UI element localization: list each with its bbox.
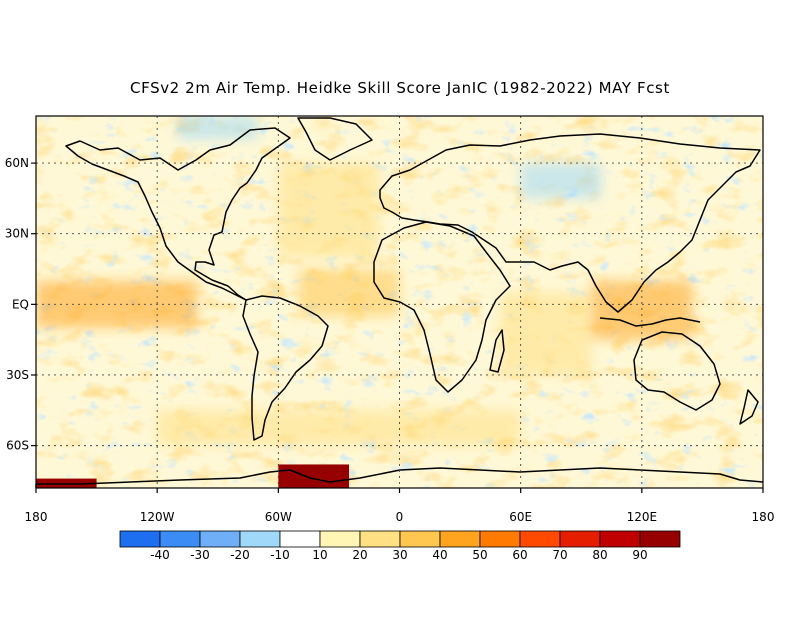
coast-south-america	[242, 295, 329, 441]
colorbar: -40 -30 -20 -10 10 20 30 40 50 60 70 80 90	[119, 530, 681, 562]
colorbar-label: 80	[592, 548, 607, 562]
lat-tick-label: 60S	[6, 439, 29, 453]
coast-greenland	[297, 117, 373, 161]
colorbar-swatch	[599, 530, 641, 548]
coastlines	[35, 117, 764, 488]
lat-tick-label: 30S	[6, 368, 29, 382]
colorbar-label: 90	[632, 548, 647, 562]
skill-region-maritime-continent	[591, 280, 693, 340]
colorbar-label: 10	[312, 548, 327, 562]
coast-antarctica	[35, 467, 764, 488]
lat-tick-label: 60N	[5, 156, 29, 170]
colorbar-label: 40	[432, 548, 447, 562]
skill-region-central-pacific-equator	[36, 280, 198, 328]
colorbar-swatch	[199, 530, 241, 548]
colorbar-swatch	[639, 530, 681, 548]
colorbar-swatch	[359, 530, 401, 548]
colorbar-label: 50	[472, 548, 487, 562]
colorbar-swatch	[439, 530, 481, 548]
gridlines	[36, 116, 763, 488]
colorbar-swatch	[399, 530, 441, 548]
skill-region-north-atlantic	[278, 163, 380, 258]
lat-tick-label: EQ	[12, 297, 29, 311]
colorbar-swatch	[559, 530, 601, 548]
map-panel: 60N 30N EQ 30S 60S 180 120W 60W 0 60E 120E 180	[5, 115, 775, 524]
skill-region-antarctic-peninsula-weddell	[278, 464, 350, 488]
latitude-labels: 60N 30N EQ 30S 60S	[5, 156, 36, 453]
longitude-labels: 180 120W 60W 0 60E 120E 180	[25, 488, 775, 524]
colorbar-label: 60	[512, 548, 527, 562]
lon-tick-label: 180	[752, 510, 775, 524]
coast-australia	[633, 331, 721, 411]
colorbar-swatch	[519, 530, 561, 548]
colorbar-swatch	[319, 530, 361, 548]
skill-region-tropical-atlantic	[298, 269, 400, 317]
colorbar-label: -20	[230, 548, 250, 562]
lon-tick-label: 120W	[140, 510, 175, 524]
colorbar-swatch	[119, 530, 161, 548]
colorbar-swatch	[479, 530, 521, 548]
coast-north-america	[65, 127, 291, 301]
lon-tick-label: 120E	[627, 510, 658, 524]
skill-region-southern-ocean	[157, 410, 521, 446]
colorbar-swatch	[159, 530, 201, 548]
lon-tick-label: 60W	[265, 510, 292, 524]
skill-region-indian-ocean	[500, 292, 592, 375]
colorbar-label: 30	[392, 548, 407, 562]
colorbar-label: 20	[352, 548, 367, 562]
colorbar-swatch	[279, 530, 321, 548]
colorbar-label: -30	[190, 548, 210, 562]
coast-new-zealand	[739, 389, 759, 425]
skill-region-arctic-canada	[177, 116, 259, 140]
lon-tick-label: 180	[25, 510, 48, 524]
lat-tick-label: 30N	[5, 227, 29, 241]
chart-title: CFSv2 2m Air Temp. Heidke Skill Score Ja…	[130, 79, 670, 97]
lon-tick-label: 0	[396, 510, 404, 524]
coast-indonesia	[599, 317, 701, 327]
colorbar-label: -40	[150, 548, 170, 562]
lon-tick-label: 60E	[509, 510, 532, 524]
coast-africa	[373, 221, 511, 393]
coast-eurasia	[379, 133, 761, 313]
coast-madagascar	[489, 329, 505, 373]
colorbar-swatch	[239, 530, 281, 548]
skill-regions	[36, 116, 693, 446]
colorbar-label: -10	[270, 548, 290, 562]
skill-region-central-asia	[520, 163, 602, 199]
colorbar-label: 70	[552, 548, 567, 562]
